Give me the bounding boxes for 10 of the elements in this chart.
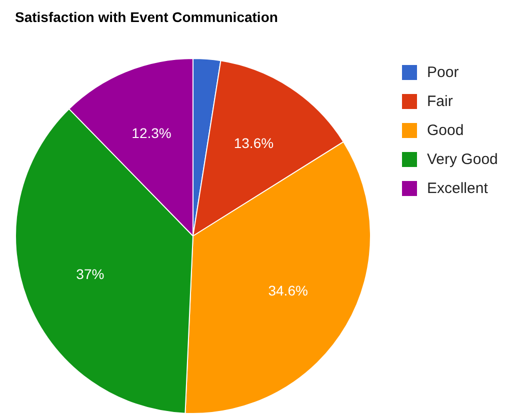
data-label: 34.6%	[268, 282, 308, 298]
data-label: 12.3%	[132, 124, 172, 141]
legend-label: Fair	[427, 93, 453, 110]
data-label: 37%	[76, 266, 104, 282]
legend-label: Very Good	[427, 151, 498, 168]
chart-title: Satisfaction with Event Communication	[15, 9, 278, 25]
legend-label: Good	[427, 122, 464, 139]
legend-label: Poor	[427, 64, 459, 81]
legend-label: Excellent	[427, 180, 488, 197]
data-label: 13.6%	[234, 135, 274, 152]
